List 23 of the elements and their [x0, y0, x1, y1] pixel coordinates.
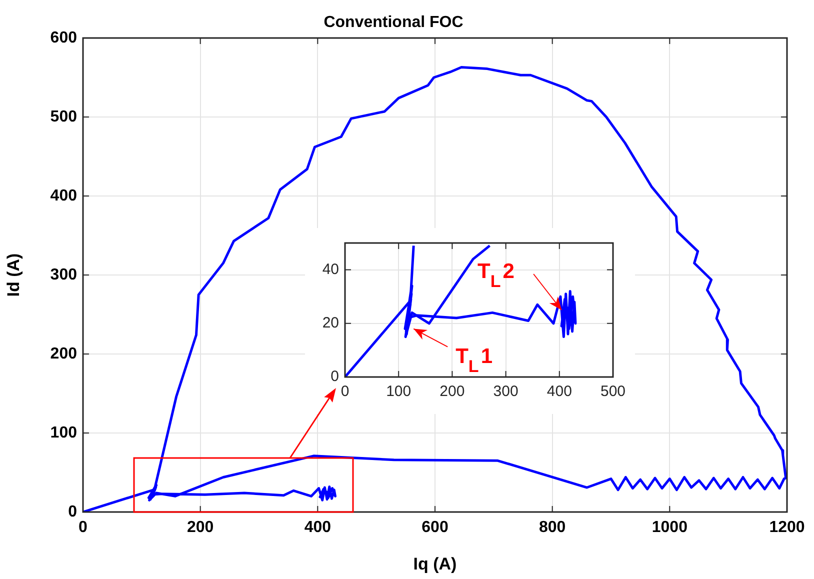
x-tick-label: 600: [422, 519, 448, 536]
x-tick-label: 1200: [769, 519, 805, 536]
y-tick-label: 200: [50, 345, 78, 362]
y-axis-title: Id (A): [4, 253, 23, 297]
y-tick-label: 400: [50, 187, 78, 204]
y-tick-label: 0: [68, 503, 78, 520]
y-tick-label: 500: [50, 108, 78, 126]
y-tick-label: 40: [322, 260, 339, 278]
y-tick-label: 100: [50, 424, 78, 442]
y-tick-label: 20: [322, 314, 339, 332]
x-tick-label: 300: [493, 383, 518, 400]
x-tick-label: 200: [186, 519, 214, 536]
x-tick-label: 1000: [652, 519, 688, 536]
x-tick-label: 100: [386, 383, 412, 400]
x-axis-title: Iq (A): [413, 554, 457, 574]
y-tick-label: 600: [50, 29, 78, 46]
y-tick-label: 0: [330, 368, 339, 386]
y-tick-label: 300: [50, 266, 78, 284]
chart-title: Conventional FOC: [324, 14, 464, 31]
x-tick-label: 800: [538, 519, 566, 536]
x-tick-label: 500: [600, 383, 626, 400]
x-tick-label: 400: [546, 383, 572, 400]
x-tick-label: 200: [440, 383, 465, 400]
